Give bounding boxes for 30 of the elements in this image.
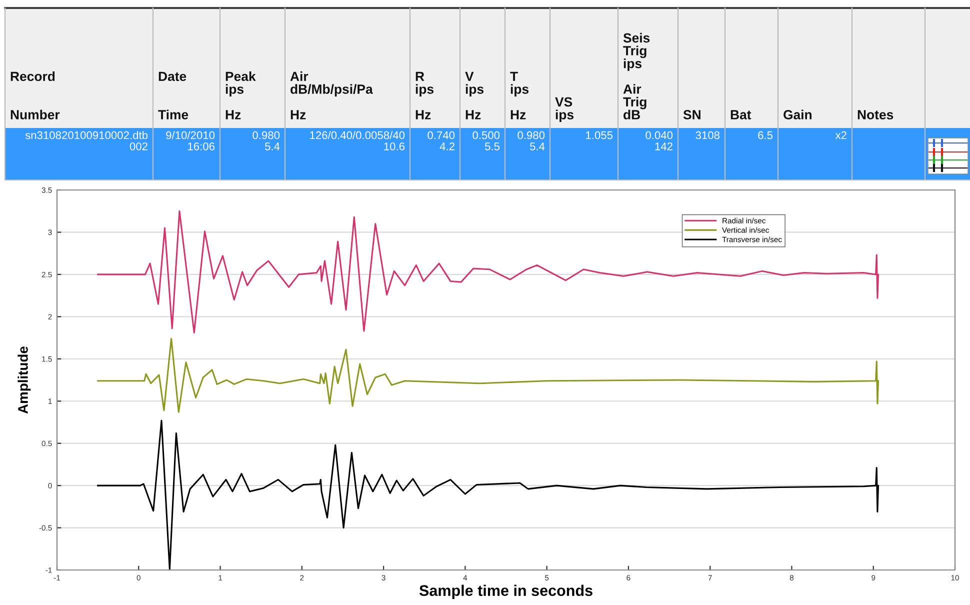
category-label: Air dB/Mb/psi/Pa Hz bbox=[290, 71, 373, 120]
line-series bbox=[97, 338, 880, 413]
line-series bbox=[97, 210, 880, 334]
category-label: Record Number bbox=[10, 71, 60, 120]
text: sn310820100910002.dtb 002 bbox=[25, 131, 148, 150]
x-axis-title: Sample time in seconds bbox=[419, 584, 592, 599]
text: 0.980 5.4 bbox=[252, 131, 280, 150]
text: 1.055 bbox=[586, 131, 613, 140]
category-label: VS ips bbox=[555, 97, 574, 122]
category-label: R ips Hz bbox=[416, 72, 434, 120]
text: 9/10/2010 16:06 bbox=[166, 131, 215, 150]
category-label: V ips Hz bbox=[465, 72, 484, 120]
text: 0.500 5.5 bbox=[472, 131, 500, 150]
text: 6.5 bbox=[758, 131, 773, 140]
category-label: Peak ips Hz bbox=[226, 71, 256, 120]
text: x2 bbox=[835, 131, 846, 140]
category-label: Gain bbox=[784, 110, 812, 120]
text: 0.980 5.4 bbox=[518, 131, 545, 150]
text: 3108 bbox=[696, 131, 720, 140]
y-axis-title: Amplitude bbox=[18, 346, 31, 414]
text: 126/0.40/0.0058/40 10.6 bbox=[310, 131, 405, 150]
category-label: T ips Hz bbox=[510, 72, 529, 120]
line-series bbox=[97, 420, 880, 570]
text: 0.740 4.2 bbox=[428, 131, 455, 150]
category-label: Seis Trig ips Air Trig dB bbox=[623, 32, 650, 120]
category-label: Notes bbox=[858, 110, 894, 120]
text: 0.040 142 bbox=[646, 131, 673, 150]
category-label: Date Time bbox=[158, 72, 188, 120]
category-label: Bat bbox=[730, 110, 752, 120]
category-label: SN bbox=[683, 110, 700, 120]
